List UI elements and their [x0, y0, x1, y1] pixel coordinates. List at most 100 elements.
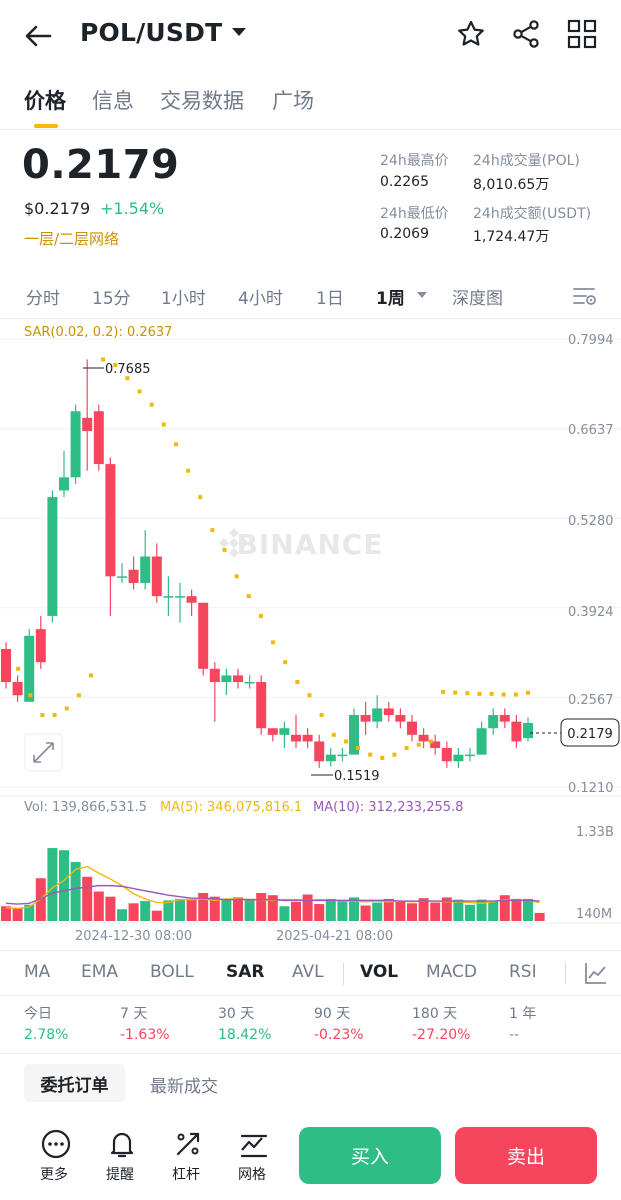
- sar-dot: [343, 739, 348, 744]
- indicator-rsi[interactable]: RSI: [509, 962, 537, 982]
- usd-price: $0.2179: [24, 199, 91, 218]
- more-icon[interactable]: [40, 1128, 72, 1160]
- leverage-label[interactable]: 杠杆: [172, 1167, 200, 1183]
- indicator-avl[interactable]: AVL: [292, 962, 324, 982]
- sar-dot: [501, 692, 506, 697]
- pair-title[interactable]: POL/USDT: [80, 18, 223, 47]
- high-label: 24h最高价: [380, 153, 449, 169]
- high-value: 0.2265: [380, 174, 429, 190]
- volume-bar: [93, 891, 104, 921]
- interval-depth[interactable]: 深度图: [452, 289, 503, 309]
- perf-value: 2.78%: [24, 1027, 69, 1043]
- perf-label: 今日: [24, 1006, 52, 1022]
- interval-1w[interactable]: 1周: [376, 289, 405, 309]
- price-chart[interactable]: BINANCE SAR(0.02, 0.2): 0.2637 0.7994 0.…: [0, 318, 621, 948]
- candle-body: [383, 708, 394, 716]
- indicator-vol[interactable]: VOL: [360, 962, 399, 982]
- sar-dot: [404, 746, 409, 751]
- share-icon[interactable]: [510, 18, 542, 50]
- candle-body: [175, 596, 185, 598]
- divider: [0, 950, 621, 951]
- interval-4h[interactable]: 4小时: [238, 289, 283, 309]
- sar-dot: [149, 402, 154, 407]
- candle-body: [244, 682, 255, 684]
- volume-bar: [279, 906, 290, 921]
- indicator-ema[interactable]: EMA: [81, 962, 119, 982]
- candle-body: [314, 741, 325, 762]
- interval-1d[interactable]: 1日: [316, 289, 344, 309]
- sar-dot: [88, 673, 93, 678]
- indicator-ma[interactable]: MA: [24, 962, 51, 982]
- more-label[interactable]: 更多: [40, 1167, 68, 1183]
- sar-dot: [173, 442, 178, 447]
- perf-value: -0.23%: [314, 1027, 364, 1043]
- vol-base-label: 24h成交量(POL): [473, 153, 580, 169]
- caret-down-icon[interactable]: [232, 28, 246, 36]
- sar-dot: [28, 693, 33, 698]
- leverage-icon[interactable]: [172, 1128, 204, 1160]
- sar-dot: [513, 692, 518, 697]
- price-axis-label: 0.6637: [568, 423, 614, 438]
- volume-bar: [59, 850, 69, 921]
- volume-bar: [140, 901, 151, 921]
- indicator-settings-icon[interactable]: [583, 960, 609, 986]
- sar-dot: [258, 613, 263, 618]
- volume-bar: [476, 899, 487, 921]
- candle-body: [430, 741, 441, 749]
- grid-trading-icon[interactable]: [238, 1128, 270, 1160]
- tab-open-orders[interactable]: 委托订单: [24, 1064, 125, 1102]
- interval-time[interactable]: 分时: [26, 289, 60, 309]
- network-tag[interactable]: 一层/二层网络: [24, 230, 120, 248]
- buy-button[interactable]: 买入: [299, 1127, 441, 1184]
- candle-body: [395, 715, 406, 722]
- date-label: 2024-12-30 08:00: [75, 929, 192, 944]
- indicator-macd[interactable]: MACD: [426, 962, 477, 982]
- sar-dot: [380, 755, 385, 760]
- sar-dot: [198, 495, 203, 500]
- candle-body: [291, 734, 301, 742]
- interval-caret-icon[interactable]: [417, 292, 427, 298]
- candle-body: [407, 721, 417, 735]
- candle-body: [105, 464, 116, 577]
- grid-label[interactable]: 网格: [238, 1167, 266, 1183]
- volume-bar: [47, 848, 58, 921]
- sell-button[interactable]: 卖出: [455, 1127, 597, 1184]
- volume-bar: [291, 901, 301, 921]
- perf-value: -1.63%: [120, 1027, 170, 1043]
- volume-bar: [407, 903, 417, 921]
- tab-price[interactable]: 价格: [24, 89, 66, 113]
- expand-icon[interactable]: [33, 742, 54, 763]
- sar-dot: [441, 689, 446, 694]
- star-icon[interactable]: [455, 18, 487, 50]
- volume-bar: [523, 898, 533, 921]
- tab-square[interactable]: 广场: [272, 89, 314, 113]
- volume-bar: [70, 862, 81, 921]
- low-marker-text: 0.1519: [334, 769, 380, 784]
- interval-1h[interactable]: 1小时: [161, 289, 206, 309]
- tab-latest-trades[interactable]: 最新成交: [150, 1077, 218, 1097]
- back-arrow-icon[interactable]: [22, 20, 54, 52]
- candle-body: [186, 596, 197, 603]
- ma5-label: MA(5): 346,075,816.1: [160, 800, 302, 815]
- volume-bar: [1, 906, 11, 921]
- candle-body: [70, 411, 81, 478]
- grid-icon[interactable]: [566, 18, 598, 50]
- tab-info[interactable]: 信息: [92, 89, 134, 113]
- indicator-boll[interactable]: BOLL: [150, 962, 194, 982]
- sar-dot: [356, 746, 361, 751]
- bell-icon[interactable]: [106, 1128, 138, 1160]
- tab-trading-data[interactable]: 交易数据: [160, 89, 244, 113]
- sar-dot: [477, 691, 482, 696]
- indicator-sar[interactable]: SAR: [226, 962, 265, 982]
- volume-bar: [453, 899, 464, 921]
- perf-label: 1 年: [509, 1006, 537, 1022]
- ma10-line: [5, 884, 540, 905]
- candle-body: [233, 675, 243, 682]
- alert-label[interactable]: 提醒: [106, 1167, 134, 1183]
- interval-15m[interactable]: 15分: [92, 289, 131, 309]
- chart-settings-icon[interactable]: [572, 285, 598, 309]
- volume-bar: [198, 893, 209, 921]
- candle-body: [523, 723, 533, 739]
- sar-dot: [526, 690, 530, 695]
- date-label: 2025-04-21 08:00: [276, 929, 393, 944]
